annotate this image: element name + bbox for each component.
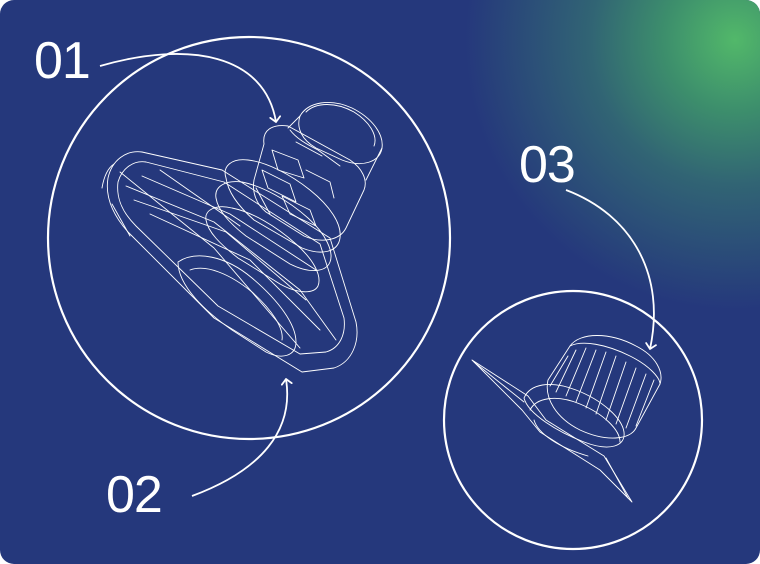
callout-label-01: 01: [34, 32, 91, 90]
callout-arrow-01: [99, 53, 282, 123]
callout-arrow-03: [565, 189, 657, 350]
connector-fitting-drawing: [101, 101, 383, 373]
large-detail-circle: [46, 35, 452, 441]
callout-label-02: 02: [106, 466, 163, 524]
small-detail-circle: [442, 289, 704, 551]
callout-arrow-02: [191, 378, 293, 497]
cap-drawing: [471, 335, 662, 503]
callout-label-03: 03: [519, 136, 576, 194]
